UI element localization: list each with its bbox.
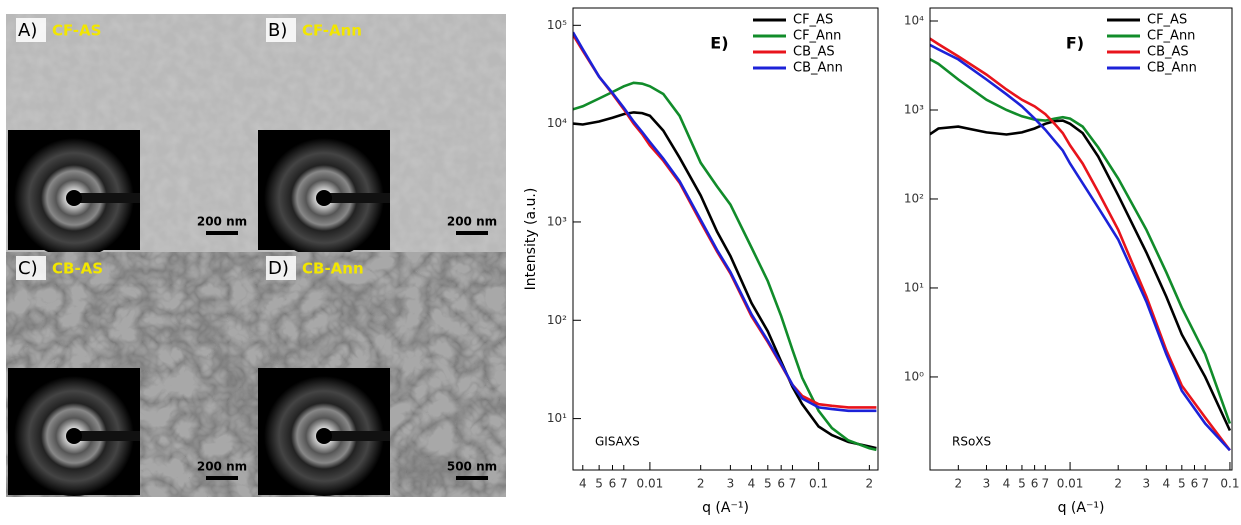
- letter-box: [16, 256, 46, 280]
- panel-label: F): [1066, 34, 1084, 53]
- x-tick-label: 0.1: [1220, 477, 1239, 491]
- panel-letter: A): [18, 20, 37, 41]
- letter-box: [266, 18, 296, 42]
- legend-label: CF_Ann: [793, 29, 841, 44]
- x-tick-label: 0.01: [637, 477, 664, 491]
- series-line: [930, 57, 1232, 424]
- x-tick-label: 5: [1018, 477, 1026, 491]
- panel-label: CF-Ann: [302, 22, 362, 40]
- x-tick-label: 6: [1191, 477, 1199, 491]
- tem-panel: D) CB-Ann 500 nm: [256, 252, 506, 497]
- scale-bar: [206, 476, 238, 480]
- x-tick-label: 7: [1201, 477, 1209, 491]
- x-tick-label: 5: [595, 477, 603, 491]
- legend-label: CB_AS: [793, 45, 835, 60]
- y-tick-label: 10⁴: [904, 14, 924, 28]
- series-line: [573, 81, 877, 452]
- series-line: [573, 34, 877, 409]
- y-tick-label: 10²: [547, 313, 567, 327]
- letter-box: [16, 18, 46, 42]
- x-tick-label: 4: [1003, 477, 1011, 491]
- x-tick-label: 0.01: [1057, 477, 1084, 491]
- x-tick-label: 4: [1163, 477, 1171, 491]
- tem-panel: A) CF-AS 200 nm: [6, 14, 256, 258]
- scale-bar: [206, 231, 238, 235]
- panel-letter: B): [268, 20, 287, 41]
- beam-stop: [324, 431, 390, 441]
- x-tick-label: 7: [620, 477, 628, 491]
- annotation: GISAXS: [595, 435, 640, 449]
- y-tick-label: 10⁰: [904, 369, 924, 383]
- panel-label: CB-AS: [52, 260, 103, 278]
- x-tick-label: 4: [579, 477, 587, 491]
- panel-letter: D): [268, 258, 289, 279]
- scale-label: 500 nm: [447, 460, 497, 474]
- panel-label: CB-Ann: [302, 260, 364, 278]
- y-axis-label: Intensity (a.u.): [523, 188, 539, 291]
- scale-bar: [456, 231, 488, 235]
- x-tick-label: 2: [866, 477, 874, 491]
- x-axis-label: q (A⁻¹): [702, 500, 749, 516]
- tem-panels: A) CF-AS 200 nm B) CF-Ann 200 nm C) CB-AS 200 nm…: [6, 14, 506, 497]
- plot-frame: [929, 7, 1233, 471]
- scale-label: 200 nm: [447, 215, 497, 229]
- beam-stop: [74, 431, 140, 441]
- legend-label: CF_AS: [1147, 13, 1187, 28]
- x-tick-label: 4: [748, 477, 756, 491]
- legend-label: CF_AS: [793, 13, 833, 28]
- beam-stop: [74, 193, 140, 203]
- y-tick-label: 10³: [904, 102, 924, 116]
- x-tick-label: 3: [727, 477, 735, 491]
- annotation: RSoXS: [952, 435, 991, 449]
- y-tick-label: 10²: [904, 191, 924, 205]
- plot-frame: [572, 7, 879, 471]
- x-tick-label: 3: [1143, 477, 1151, 491]
- x-tick-label: 2: [1114, 477, 1122, 491]
- x-tick-label: 5: [764, 477, 772, 491]
- y-tick-label: 10⁴: [547, 116, 567, 130]
- beam-stop: [324, 193, 390, 203]
- series-line: [930, 119, 1232, 432]
- panel-label: E): [710, 34, 728, 53]
- legend-label: CB_Ann: [1147, 61, 1197, 76]
- beam-stop-center: [66, 190, 82, 206]
- letter-box: [266, 256, 296, 280]
- x-tick-label: 7: [1041, 477, 1049, 491]
- scale-label: 200 nm: [197, 460, 247, 474]
- x-tick-label: 0.1: [809, 477, 828, 491]
- x-tick-label: 6: [1031, 477, 1039, 491]
- x-tick-label: 7: [789, 477, 797, 491]
- scale-label: 200 nm: [197, 215, 247, 229]
- panel-letter: C): [18, 258, 38, 279]
- y-tick-label: 10¹: [904, 280, 924, 294]
- series-line: [573, 111, 877, 450]
- legend-label: CB_Ann: [793, 61, 843, 76]
- x-tick-label: 3: [983, 477, 991, 491]
- beam-stop-center: [316, 190, 332, 206]
- beam-stop-center: [66, 428, 82, 444]
- beam-stop-center: [316, 428, 332, 444]
- x-tick-label: 6: [609, 477, 617, 491]
- x-tick-label: 5: [1178, 477, 1186, 491]
- tem-panel: B) CF-Ann 200 nm: [256, 14, 506, 258]
- tem-panel: C) CB-AS 200 nm: [6, 252, 256, 497]
- panel-label: CF-AS: [52, 22, 101, 40]
- series-line: [930, 37, 1231, 452]
- y-tick-label: 10³: [547, 214, 567, 228]
- scale-bar: [456, 476, 488, 480]
- x-tick-label: 2: [955, 477, 963, 491]
- legend-label: CF_Ann: [1147, 29, 1195, 44]
- legend-label: CB_AS: [1147, 45, 1189, 60]
- x-tick-label: 2: [697, 477, 705, 491]
- series-line: [930, 43, 1231, 452]
- y-tick-label: 10¹: [547, 411, 567, 425]
- series-line: [573, 31, 877, 413]
- y-tick-label: 10⁵: [547, 18, 567, 32]
- x-axis-label: q (A⁻¹): [1058, 500, 1105, 516]
- x-tick-label: 6: [777, 477, 785, 491]
